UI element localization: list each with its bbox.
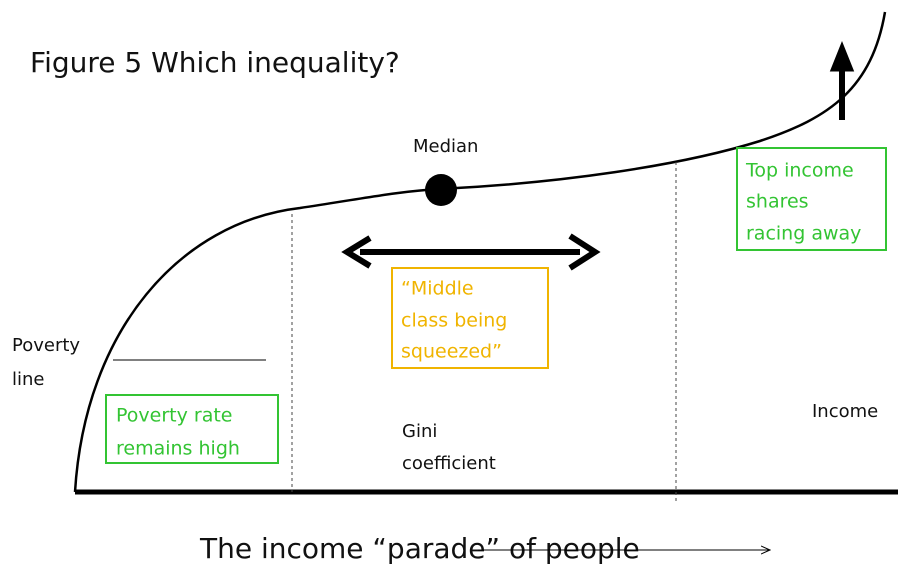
median-dot: [425, 174, 457, 206]
box-text: shares: [746, 191, 809, 213]
median-label: Median: [413, 136, 478, 157]
middle-class-box: [391, 267, 549, 369]
income-label: Income: [812, 401, 878, 422]
poverty-rate-box: [105, 394, 279, 464]
double-arrow: [341, 233, 601, 271]
box-text: Poverty rate: [116, 405, 232, 427]
box-text: class being: [401, 310, 507, 332]
box-text: Top income: [745, 160, 854, 182]
box-text: racing away: [746, 223, 861, 245]
poverty-line-label: Poverty: [12, 335, 80, 356]
box-text: squeezed”: [401, 341, 502, 363]
gini-label: coefficient: [402, 453, 496, 474]
box-text: remains high: [116, 438, 240, 460]
up-arrow: [829, 40, 855, 120]
poverty-line-label: line: [12, 369, 44, 390]
x-axis-label: The income “parade” of people: [199, 532, 640, 565]
gini-label: Gini: [402, 421, 437, 442]
title: Figure 5 Which inequality?: [30, 46, 400, 79]
box-text: “Middle: [401, 278, 474, 300]
top-income-box: [736, 147, 887, 251]
